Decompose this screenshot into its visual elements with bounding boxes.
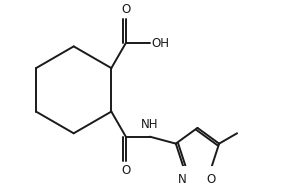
Text: OH: OH [151, 36, 170, 49]
Text: O: O [121, 164, 130, 177]
Text: O: O [121, 3, 130, 16]
Text: N: N [178, 173, 187, 186]
Text: NH: NH [141, 118, 158, 131]
Text: O: O [206, 173, 216, 186]
